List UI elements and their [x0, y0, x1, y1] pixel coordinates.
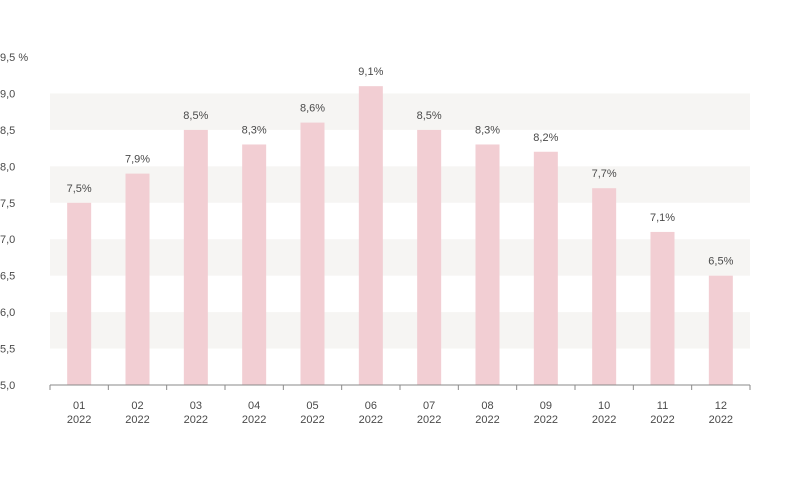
- x-tick-label-year: 2022: [67, 414, 91, 426]
- data-label: 8,3%: [475, 124, 500, 136]
- bar: [708, 275, 733, 385]
- bar: [650, 231, 675, 385]
- y-tick-label: 6,0: [0, 307, 15, 319]
- y-tick-label: 9,5 %: [0, 52, 28, 64]
- x-tick-label-month: 11: [657, 400, 668, 412]
- x-tick-label-year: 2022: [534, 414, 558, 426]
- y-tick-label: 7,0: [0, 234, 15, 246]
- data-label: 6,5%: [708, 256, 733, 268]
- data-labels: 7,5% 7,9% 8,5% 8,3% 8,6% 9,1% 8,5% 8,3% 8,2% 7,7%…: [67, 66, 734, 268]
- y-axis-labels: 5,0 5,5 6,0 6,5 7,0 7,5 8,0 8,5 9,0 9,5 %: [0, 52, 28, 392]
- grid-band: [50, 93, 750, 130]
- bar: [183, 129, 208, 385]
- x-tick-label-month: 09: [540, 400, 552, 412]
- x-tick-label-year: 2022: [650, 414, 674, 426]
- x-tick-label-year: 2022: [300, 414, 324, 426]
- x-tick-label-year: 2022: [592, 414, 616, 426]
- y-tick-label: 9,0: [0, 88, 15, 100]
- x-tick-label-year: 2022: [184, 414, 208, 426]
- y-tick-label: 5,5: [0, 344, 15, 356]
- data-label: 8,3%: [242, 124, 267, 136]
- bar: [533, 151, 558, 385]
- data-label: 8,5%: [417, 110, 442, 122]
- y-tick-label: 8,0: [0, 161, 15, 173]
- data-label: 7,5%: [67, 183, 92, 195]
- x-tick-label-month: 03: [190, 400, 202, 412]
- bar: [300, 122, 325, 385]
- data-label: 8,5%: [183, 110, 208, 122]
- data-label: 7,7%: [592, 168, 617, 180]
- x-axis-labels: 01 2022 02 2022 03 2022 04 2022 05 2022 06 2022 07 20…: [67, 400, 733, 426]
- data-label: 9,1%: [358, 66, 383, 78]
- grid-band: [50, 166, 750, 203]
- y-tick-label: 6,5: [0, 271, 15, 283]
- data-label: 8,6%: [300, 103, 325, 115]
- bars: [67, 86, 733, 386]
- x-tick-label-year: 2022: [475, 414, 499, 426]
- grid-band: [50, 312, 750, 349]
- x-tick-label-month: 07: [423, 400, 435, 412]
- y-tick-label: 5,0: [0, 380, 15, 392]
- x-tick-label-month: 08: [481, 400, 493, 412]
- data-label: 8,2%: [533, 132, 558, 144]
- bar: [67, 202, 92, 385]
- x-tick-label-month: 12: [715, 400, 727, 412]
- x-tick-label-year: 2022: [125, 414, 149, 426]
- bar: [358, 86, 383, 386]
- y-tick-label: 8,5: [0, 125, 15, 137]
- x-tick-label-month: 05: [306, 400, 318, 412]
- y-tick-label: 7,5: [0, 198, 15, 210]
- x-tick-label-month: 01: [73, 400, 85, 412]
- x-tick-label-month: 02: [131, 400, 143, 412]
- x-tick-label-year: 2022: [242, 414, 266, 426]
- x-tick-label-year: 2022: [417, 414, 441, 426]
- x-tick-label-year: 2022: [359, 414, 383, 426]
- x-axis: [49, 384, 751, 390]
- grid-band: [50, 239, 750, 276]
- bar: [592, 188, 617, 385]
- data-label: 7,9%: [125, 154, 150, 166]
- grid-bands: [50, 93, 750, 349]
- bar: [125, 173, 150, 385]
- bar: [417, 129, 442, 385]
- bar: [475, 144, 500, 385]
- x-tick-label-month: 06: [365, 400, 377, 412]
- x-tick-label-month: 10: [598, 400, 610, 412]
- x-tick-label-month: 04: [248, 400, 260, 412]
- bar: [242, 144, 267, 385]
- data-label: 7,1%: [650, 212, 675, 224]
- x-tick-label-year: 2022: [709, 414, 733, 426]
